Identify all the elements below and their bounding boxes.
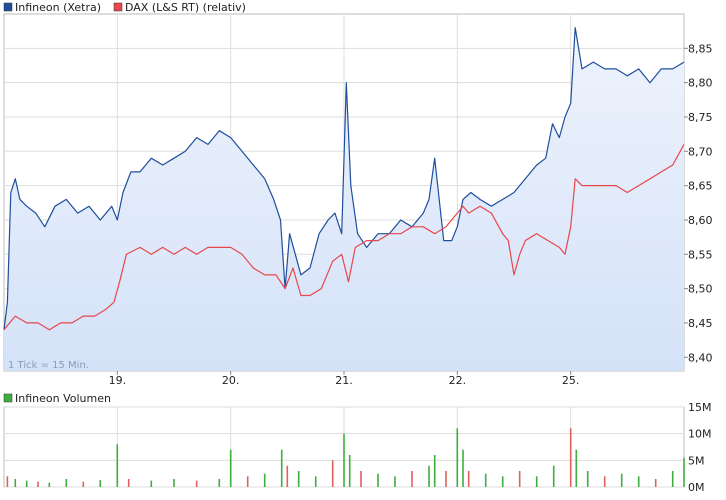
x-tick-label: 22.	[449, 374, 467, 387]
y-tick-label: 8,75	[688, 111, 713, 124]
volume-bars-layer	[6, 428, 685, 487]
volume-bar	[671, 471, 674, 487]
volume-bar	[462, 449, 464, 487]
volume-bar	[569, 428, 572, 487]
volume-y-tick-label: 5M	[688, 454, 705, 467]
price-line-infineon	[3, 27, 685, 330]
price-area-fill	[4, 27, 684, 371]
volume-bar	[82, 481, 85, 487]
volume-bar	[14, 479, 17, 487]
volume-bar	[150, 480, 153, 487]
volume-bar	[411, 471, 413, 487]
volume-bar	[377, 473, 379, 487]
volume-bar	[501, 476, 504, 487]
volume-bar	[586, 471, 589, 487]
x-tick-label: 21.	[335, 374, 353, 387]
legend-main: Infineon (Xetra) DAX (L&S RT) (relativ)	[3, 1, 246, 14]
y-tick-label: 8,45	[688, 317, 713, 330]
y-tick-label: 8,70	[688, 145, 713, 158]
legend-label-infineon: Infineon (Xetra)	[15, 1, 101, 14]
dax-line-relative	[3, 144, 685, 331]
main-series-layer	[3, 27, 685, 371]
volume-bar	[535, 476, 538, 487]
x-tick-label: 20.	[222, 374, 240, 387]
volume-bar	[173, 479, 175, 487]
main-y-axis: 8,40 8,45 8,50 8,55 8,60 8,65 8,70 8,75 8,80 8,85	[684, 42, 713, 364]
legend-swatch-infineon	[3, 2, 13, 12]
volume-bar	[484, 473, 487, 487]
volume-bar	[286, 465, 289, 487]
volume-bar	[229, 449, 232, 487]
volume-y-tick-label: 15M	[688, 401, 712, 414]
volume-bar	[445, 471, 447, 487]
volume-y-tick-label: 0M	[688, 481, 705, 494]
y-tick-label: 8,60	[688, 214, 713, 227]
volume-bar	[620, 473, 623, 487]
volume-bar	[654, 479, 657, 487]
volume-bar	[127, 479, 130, 487]
volume-bar	[37, 481, 39, 487]
main-plot-area: 1 Tick = 15 Min.	[3, 13, 685, 372]
x-tick-label: 19.	[109, 374, 127, 387]
volume-bar	[6, 476, 9, 487]
volume-bar	[116, 444, 119, 487]
volume-y-axis: 0M 5M 10M 15M	[688, 401, 712, 494]
volume-bar	[433, 455, 436, 487]
volume-bar	[603, 476, 606, 487]
volume-bar	[343, 433, 345, 487]
volume-bar	[65, 479, 68, 487]
volume-bar	[263, 473, 266, 487]
legend-swatch-dax	[113, 2, 123, 12]
main-x-axis: 19. 20. 21. 22. 25.	[109, 371, 580, 387]
y-tick-label: 8,40	[688, 351, 713, 364]
volume-bar	[99, 480, 102, 487]
volume-bar	[195, 480, 198, 487]
volume-bar	[314, 476, 317, 487]
volume-bar	[360, 471, 362, 487]
volume-bar	[552, 465, 555, 487]
volume-bar	[518, 471, 521, 487]
tick-note: 1 Tick = 15 Min.	[8, 360, 89, 371]
x-tick-label: 25.	[562, 374, 580, 387]
y-tick-label: 8,55	[688, 248, 713, 261]
volume-bar	[467, 471, 470, 487]
volume-bar	[25, 480, 28, 487]
volume-bar	[218, 479, 221, 487]
legend-label-dax: DAX (L&S RT) (relativ)	[125, 1, 246, 14]
volume-bar	[683, 457, 685, 487]
volume-plot-area	[3, 406, 685, 488]
volume-bar	[297, 471, 300, 487]
volume-bar	[428, 465, 430, 487]
y-tick-label: 8,85	[688, 42, 713, 55]
volume-bar	[348, 455, 351, 487]
volume-bar	[637, 476, 640, 487]
volume-bar	[246, 476, 249, 487]
volume-bar	[48, 482, 51, 487]
legend-swatch-volume	[3, 393, 13, 403]
volume-bar	[280, 449, 283, 487]
legend-volume: Infineon Volumen	[3, 392, 111, 405]
legend-label-volume: Infineon Volumen	[15, 392, 111, 405]
volume-bar	[575, 449, 578, 487]
volume-y-tick-label: 10M	[688, 428, 712, 441]
volume-bar	[456, 428, 459, 487]
volume-bar	[394, 476, 396, 487]
y-tick-label: 8,80	[688, 77, 713, 90]
y-tick-label: 8,50	[688, 283, 713, 296]
volume-bar	[331, 460, 334, 487]
y-tick-label: 8,65	[688, 180, 713, 193]
